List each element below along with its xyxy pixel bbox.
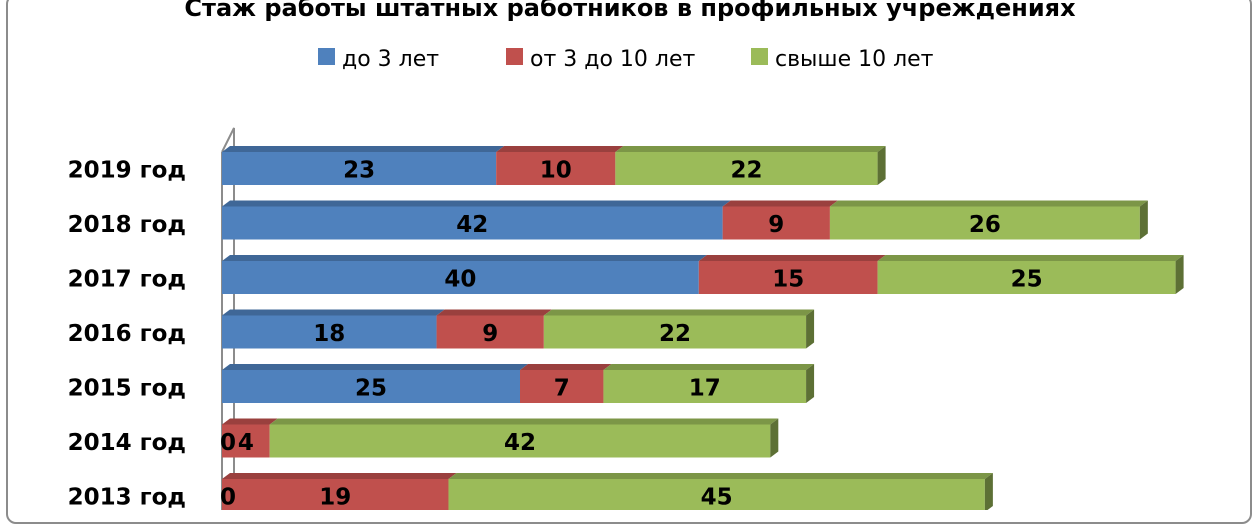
bar-segment xyxy=(222,370,520,403)
bar-side-face xyxy=(806,309,815,349)
bar-segment xyxy=(222,479,449,510)
bar-top-face xyxy=(222,364,528,370)
data-label: 18 xyxy=(313,321,345,347)
category-label: 2014 год xyxy=(68,430,186,456)
category-label: 2017 год xyxy=(68,267,186,293)
bar-top-face xyxy=(222,255,707,261)
bar-top-face xyxy=(496,146,624,152)
data-label: 26 xyxy=(969,212,1001,238)
data-label: 22 xyxy=(730,158,762,184)
bar-top-face xyxy=(222,200,731,207)
bar-side-face xyxy=(806,364,815,403)
bar-top-face xyxy=(222,309,445,316)
data-label: 7 xyxy=(554,376,570,402)
category-label: 2019 год xyxy=(68,158,186,184)
data-label: 45 xyxy=(701,485,733,511)
bar-top-face xyxy=(722,200,838,207)
bar-segment xyxy=(448,479,985,510)
data-label: 42 xyxy=(456,212,488,238)
data-label: 4 xyxy=(238,430,254,456)
bar-top-face xyxy=(603,364,815,370)
bar-segment xyxy=(222,206,723,240)
category-label: 2013 год xyxy=(68,485,186,511)
data-label: 40 xyxy=(444,267,476,293)
bar-segment xyxy=(543,315,807,349)
bar-segment xyxy=(698,261,878,294)
bar-segment xyxy=(829,206,1140,240)
category-label: 2016 год xyxy=(68,321,186,347)
bar-segment xyxy=(520,370,604,403)
bar-segment xyxy=(722,206,830,240)
data-label: 15 xyxy=(772,267,804,293)
bar-top-face xyxy=(222,473,457,479)
bar-top-face xyxy=(222,146,505,152)
legend-label: свыше 10 лет xyxy=(775,47,934,72)
bar-segment xyxy=(496,152,616,185)
data-label: 25 xyxy=(1011,267,1043,293)
bar-segment xyxy=(615,152,878,185)
data-label: 10 xyxy=(540,158,572,184)
legend: до 3 лет от 3 до 10 лет свыше 10 лет xyxy=(318,47,934,72)
data-label: 25 xyxy=(355,376,387,402)
bar-side-face xyxy=(984,473,993,510)
bar-top-face xyxy=(543,309,815,316)
legend-label: до 3 лет xyxy=(342,47,439,72)
bar-side-face xyxy=(1175,255,1184,294)
data-label: 9 xyxy=(768,212,784,238)
legend-label: от 3 до 10 лет xyxy=(530,47,696,72)
bar-side-face xyxy=(770,418,779,458)
bar-top-face xyxy=(520,364,612,370)
bar-top-face xyxy=(877,255,1184,261)
bar-segment xyxy=(603,370,807,403)
bar-segment xyxy=(222,315,437,349)
data-label: 0 xyxy=(220,430,236,456)
data-label: 9 xyxy=(482,321,498,347)
bar-top-face xyxy=(448,473,993,479)
data-label: 17 xyxy=(689,376,721,402)
bar-segment xyxy=(222,424,270,458)
category-label: 2015 год xyxy=(68,376,186,402)
bar-segment xyxy=(269,424,771,458)
legend-swatch xyxy=(751,48,768,65)
bar-top-face xyxy=(615,146,886,152)
bar-top-face xyxy=(436,309,552,316)
bar-segment xyxy=(436,315,544,349)
bar-side-face xyxy=(1139,200,1148,240)
legend-swatch xyxy=(318,48,335,65)
stacked-bar-chart: Стаж работы штатных работников в профиль… xyxy=(68,0,1184,511)
bar-top-face xyxy=(829,200,1148,207)
axis-wall xyxy=(221,127,235,510)
data-label: 19 xyxy=(319,485,351,511)
data-label: 0 xyxy=(220,485,236,511)
bar-side-face xyxy=(877,146,886,185)
chart-title: Стаж работы штатных работников в профиль… xyxy=(184,0,1076,22)
data-label: 23 xyxy=(343,158,375,184)
data-label: 22 xyxy=(659,321,691,347)
category-label: 2018 год xyxy=(68,212,186,238)
bar-top-face xyxy=(222,418,278,425)
bar-segment xyxy=(877,261,1176,294)
legend-swatch xyxy=(506,48,523,65)
bar-top-face xyxy=(269,418,779,425)
category-labels: 2019 год 2018 год 2017 год 2016 год 2015 год… xyxy=(68,158,186,511)
bar-segment xyxy=(222,152,497,185)
bar-top-face xyxy=(698,255,886,261)
bar-segment xyxy=(222,261,699,294)
data-label: 42 xyxy=(504,430,536,456)
